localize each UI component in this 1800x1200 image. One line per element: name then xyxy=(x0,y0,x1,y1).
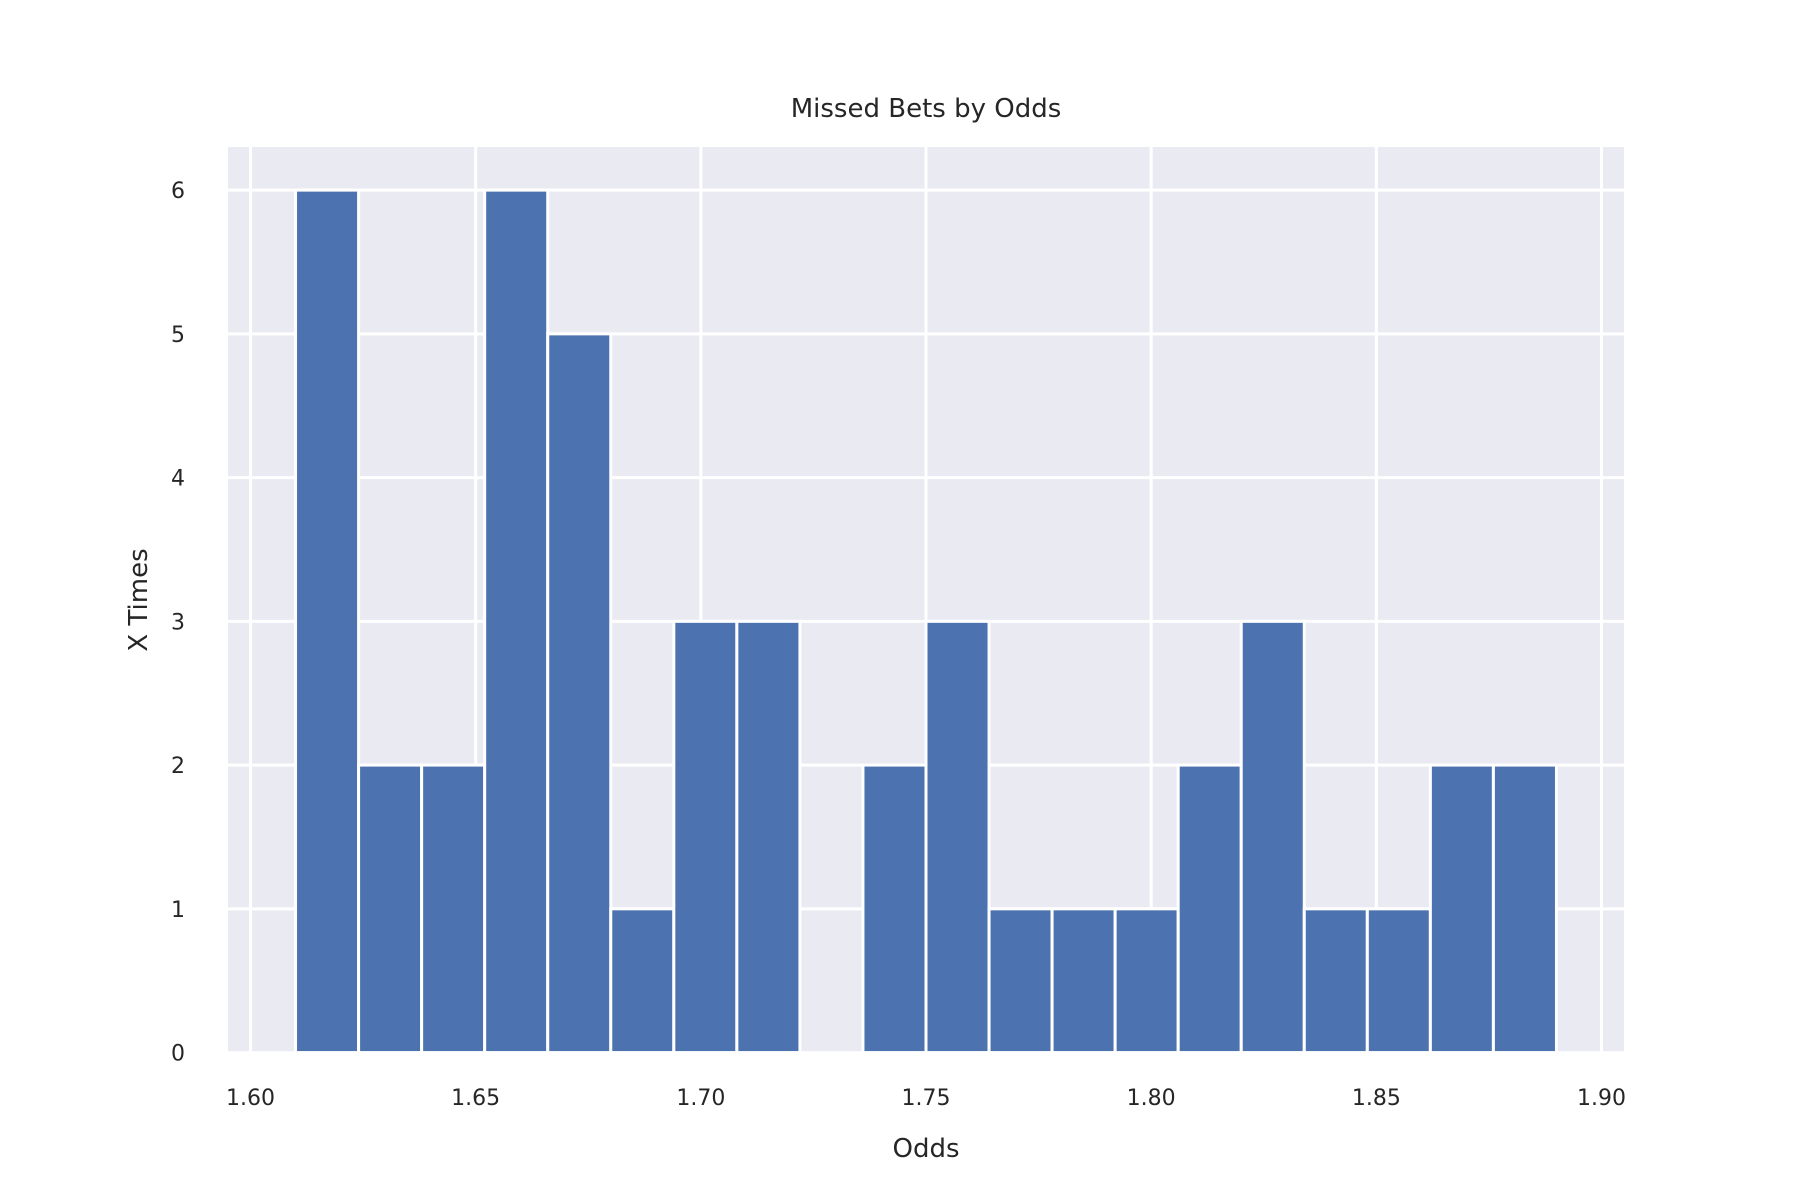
histogram-bar xyxy=(1239,619,1306,1055)
histogram-bar xyxy=(294,188,361,1055)
histogram-bar xyxy=(1176,763,1243,1055)
x-tick-label: 1.60 xyxy=(226,1086,275,1111)
x-tick-label: 1.80 xyxy=(1127,1086,1176,1111)
histogram-bar xyxy=(1365,907,1432,1055)
y-tick-label: 5 xyxy=(171,323,185,348)
y-tick-label: 2 xyxy=(171,754,185,779)
histogram-bar xyxy=(1491,763,1558,1055)
histogram-bar xyxy=(924,619,991,1055)
histogram-bar xyxy=(420,763,487,1055)
y-tick-label: 3 xyxy=(171,610,185,635)
histogram-bar xyxy=(546,332,613,1055)
x-tick-label: 1.65 xyxy=(451,1086,500,1111)
histogram-bar xyxy=(987,907,1054,1055)
y-tick-labels: 0 1 2 3 4 5 6 xyxy=(171,179,185,1066)
x-tick-label: 1.75 xyxy=(902,1086,951,1111)
y-tick-label: 6 xyxy=(171,179,185,204)
histogram-bar xyxy=(672,619,739,1055)
x-tick-labels: 1.60 1.65 1.70 1.75 1.80 1.85 1.90 xyxy=(226,1086,1626,1111)
histogram-bar xyxy=(357,763,424,1055)
y-tick-label: 1 xyxy=(171,898,185,923)
x-tick-label: 1.85 xyxy=(1352,1086,1401,1111)
histogram-bar xyxy=(1050,907,1117,1055)
histogram-bar xyxy=(1302,907,1369,1055)
bars-group xyxy=(294,188,1558,1055)
histogram-bar xyxy=(1428,763,1495,1055)
histogram-bar xyxy=(609,907,676,1055)
histogram-bar xyxy=(483,188,550,1055)
y-axis-label: X Times xyxy=(124,548,154,651)
y-tick-label: 4 xyxy=(171,467,185,492)
histogram-bar xyxy=(1113,907,1180,1055)
chart-title: Missed Bets by Odds xyxy=(791,94,1062,124)
x-tick-label: 1.90 xyxy=(1577,1086,1626,1111)
x-axis-label: Odds xyxy=(892,1134,959,1164)
x-tick-label: 1.70 xyxy=(676,1086,725,1111)
histogram-bar xyxy=(735,619,802,1055)
histogram-bar xyxy=(861,763,928,1055)
y-tick-label: 0 xyxy=(171,1042,185,1067)
